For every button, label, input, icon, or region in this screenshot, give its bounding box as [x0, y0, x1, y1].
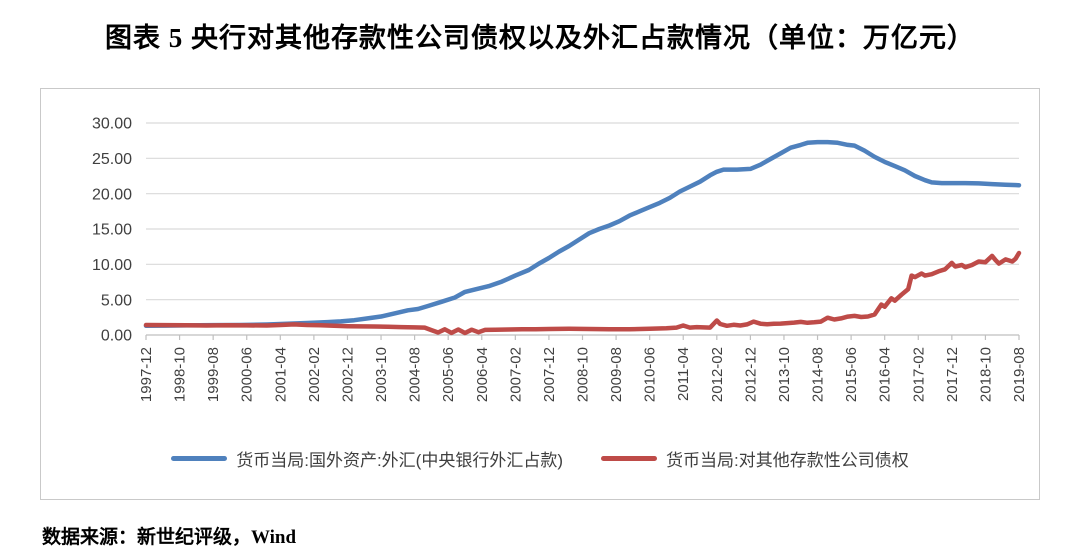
x-tick-label: 2007-12 — [541, 347, 558, 402]
legend-line-red-icon — [601, 455, 658, 461]
x-tick-label: 2004-08 — [407, 347, 424, 402]
legend-label-fx-holdings: 货币当局:国外资产:外汇(中央银行外汇占款) — [236, 450, 564, 470]
series-line-fx-holdings — [143, 139, 1022, 329]
line-chart: 0.00 5.00 10.00 15.00 20.00 25.00 30.00 1997-12… — [92, 116, 1028, 402]
x-tick-label: 2012-12 — [742, 347, 759, 402]
x-tick-label: 2001-04 — [272, 347, 289, 402]
x-tick-label: 2014-08 — [810, 347, 827, 402]
data-source-note: 数据来源：新世纪评级，Wind — [42, 527, 297, 548]
x-tick-label: 1998-10 — [172, 347, 189, 402]
y-gridlines — [146, 122, 1019, 336]
x-tick-label: 2010-06 — [642, 347, 659, 402]
x-tick-label: 2002-02 — [306, 347, 323, 402]
chart-legend: 货币当局:国外资产:外汇(中央银行外汇占款) 货币当局:对其他存款性公司债权 — [41, 441, 1039, 475]
x-tick-label: 2016-04 — [877, 347, 894, 402]
x-tick-label: 2006-04 — [474, 347, 491, 402]
x-tick-labels: 1997-12 1998-10 1999-08 2000-06 2001-04 2002-… — [138, 347, 1028, 402]
legend-label-odc-claims: 货币当局:对其他存款性公司债权 — [666, 450, 909, 470]
page-title: 图表 5 央行对其他存款性公司债权以及外汇占款情况（单位：万亿元） — [105, 23, 975, 53]
series-line-odc-claims — [143, 250, 1022, 336]
x-tick-label: 2013-10 — [776, 347, 793, 402]
x-ticks — [145, 335, 1020, 340]
y-tick-label: 30.00 — [92, 116, 132, 133]
x-tick-label: 2012-02 — [709, 347, 726, 402]
legend-item-odc-claims: 货币当局:对其他存款性公司债权 — [601, 446, 909, 471]
legend-line-blue-icon — [171, 455, 228, 461]
x-tick-label: 1997-12 — [138, 347, 155, 402]
x-tick-label: 2018-10 — [977, 347, 994, 402]
x-tick-label: 2008-10 — [575, 347, 592, 402]
x-tick-label: 2005-06 — [440, 347, 457, 402]
y-tick-label: 10.00 — [92, 257, 132, 274]
y-tick-label: 15.00 — [92, 222, 132, 239]
x-tick-label: 2015-06 — [843, 347, 860, 402]
x-tick-label: 2003-10 — [373, 347, 390, 402]
x-tick-label: 2011-04 — [675, 347, 692, 401]
y-tick-label: 0.00 — [101, 328, 132, 345]
x-tick-label: 2017-02 — [910, 347, 927, 402]
x-tick-label: 2017-12 — [944, 347, 961, 402]
x-tick-label: 2002-12 — [339, 347, 356, 402]
legend-item-fx-holdings: 货币当局:国外资产:外汇(中央银行外汇占款) — [171, 446, 563, 471]
y-tick-label: 5.00 — [101, 292, 132, 309]
x-tick-label: 1999-08 — [205, 347, 222, 402]
x-tick-label: 2009-08 — [608, 347, 625, 402]
y-tick-labels: 0.00 5.00 10.00 15.00 20.00 25.00 30.00 — [92, 116, 132, 345]
x-tick-label: 2000-06 — [239, 347, 256, 402]
y-tick-label: 20.00 — [92, 186, 132, 203]
x-tick-label: 2007-02 — [507, 347, 524, 402]
y-tick-label: 25.00 — [92, 151, 132, 168]
chart-frame: 0.00 5.00 10.00 15.00 20.00 25.00 30.00 1997-12… — [40, 88, 1040, 500]
x-tick-label: 2019-08 — [1011, 347, 1028, 402]
